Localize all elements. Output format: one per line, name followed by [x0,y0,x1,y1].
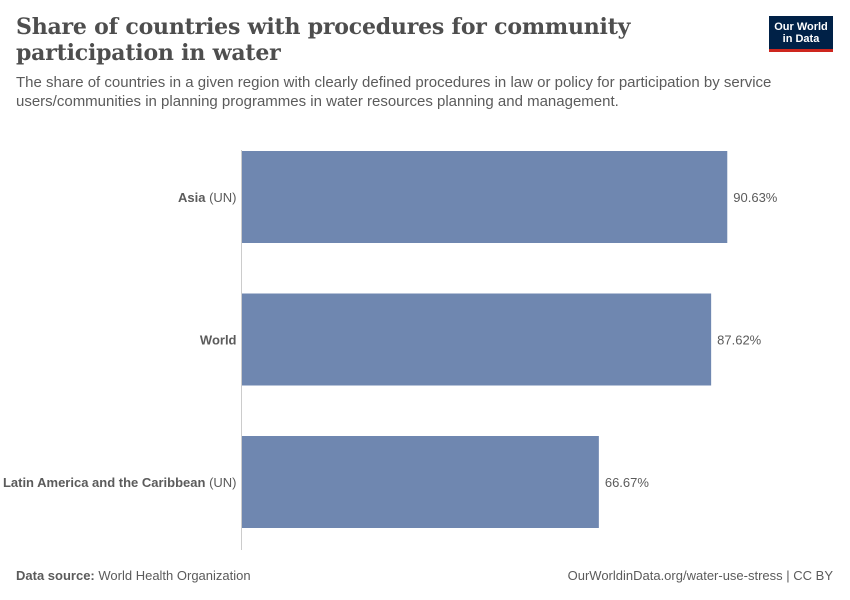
bar-2[interactable] [241,436,599,528]
category-name-2: Latin America and the Caribbean [3,475,206,490]
category-label-0: Asia (UN) [178,190,237,205]
data-source-label: Data source: [16,568,95,583]
source-url[interactable]: OurWorldinData.org/water-use-stress | CC… [567,568,833,583]
chart-subtitle: The share of countries in a given region… [16,74,772,110]
bar-0[interactable] [241,151,728,243]
value-label-2: 66.67% [605,475,650,490]
category-suffix-0: (UN) [205,190,236,205]
category-name-1: World [200,333,237,348]
data-source: Data source: World Health Organization [16,568,251,583]
category-suffix-2: (UN) [205,475,236,490]
category-name-0: Asia [178,190,206,205]
owid-logo[interactable]: Our World in Data [769,16,833,52]
chart-title: Share of countries with procedures for c… [16,14,631,66]
category-label-1: World [200,333,237,348]
data-source-value[interactable]: World Health Organization [98,568,251,583]
bar-1[interactable] [241,293,712,386]
logo-line-1: Our World [774,20,828,33]
value-label-0: 90.63% [733,190,778,205]
logo-line-2: in Data [782,32,820,45]
category-label-2: Latin America and the Caribbean (UN) [3,475,237,490]
value-label-1: 87.62% [717,333,762,348]
